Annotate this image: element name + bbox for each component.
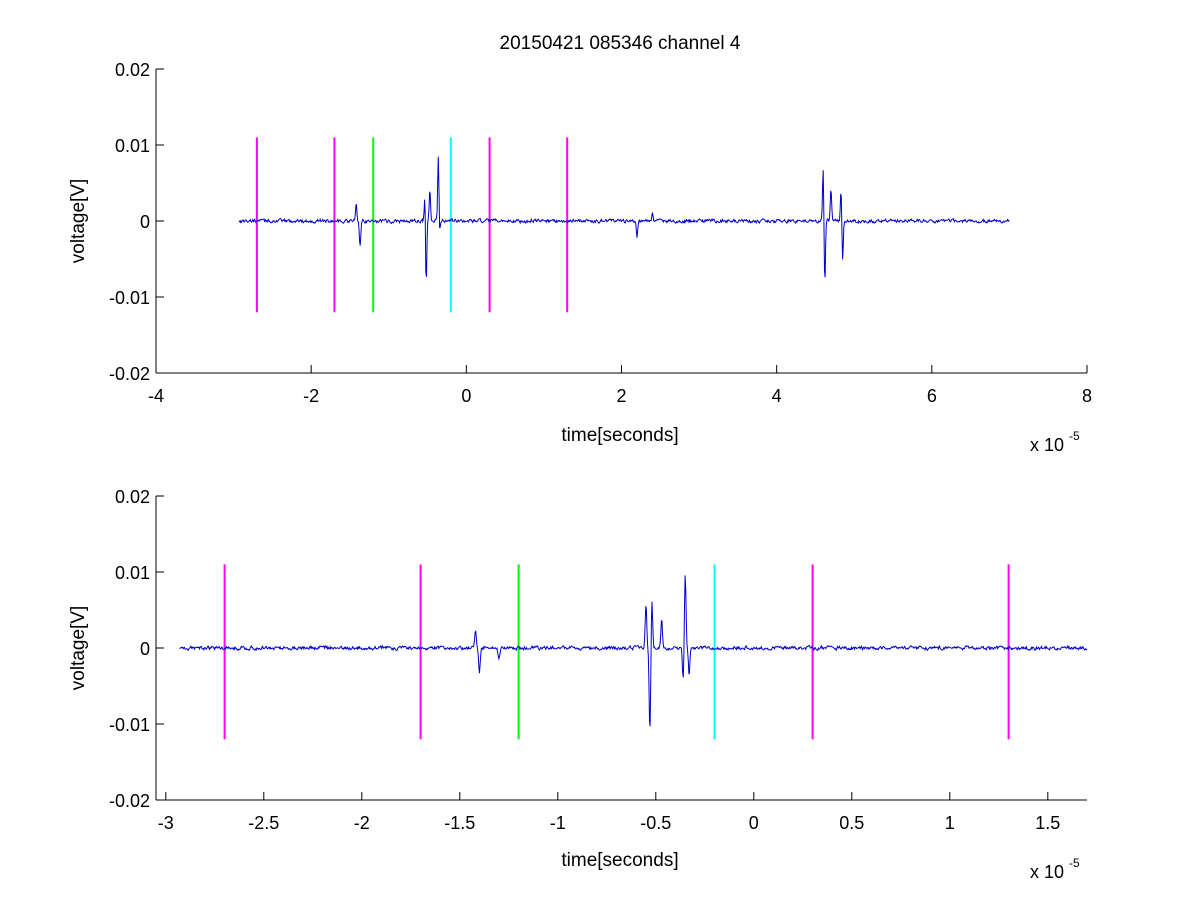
x-axis-label: time[seconds] (561, 425, 678, 446)
y-tick-label: 0 (140, 639, 150, 659)
x-tick-label: 2 (616, 386, 626, 406)
bottom-chart: -3 -2.5 -2 -1.5 -1 -0.5 0 0.5 1 1.5 -0.02 -0.01 0 0.0… (68, 487, 1088, 882)
signal-trace (238, 156, 1010, 278)
ticks: -3 -2.5 -2 -1.5 -1 -0.5 0 0.5 1 1.5 -0.02 -0.01 0 0.0… (109, 487, 1087, 833)
chart-title: 20150421 085346 channel 4 (500, 33, 741, 54)
signal-series (238, 156, 1010, 278)
y-tick-label: 0.02 (115, 487, 150, 507)
x-multiplier-exponent: -5 (1069, 856, 1080, 870)
x-tick-label: 1 (945, 813, 955, 833)
y-tick-label: 0 (140, 212, 150, 232)
x-tick-label: -2 (354, 813, 370, 833)
x-multiplier: x 10 -5 (1030, 429, 1080, 455)
x-multiplier-exponent: -5 (1069, 429, 1080, 443)
top-chart: 20150421 085346 channel 4 -4 -2 0 2 4 6 8 -0.02… (68, 33, 1092, 455)
signal-series (179, 575, 1088, 727)
x-tick-label: 6 (927, 386, 937, 406)
x-tick-label: 0 (749, 813, 759, 833)
signal-trace (179, 575, 1088, 727)
y-tick-label: 0.01 (115, 136, 150, 156)
x-tick-label: -2.5 (248, 813, 279, 833)
x-tick-label: -2 (303, 386, 319, 406)
x-multiplier-base: x 10 (1030, 862, 1064, 882)
y-tick-label: -0.01 (109, 288, 150, 308)
x-multiplier-base: x 10 (1030, 435, 1064, 455)
x-tick-label: 0 (461, 386, 471, 406)
x-tick-label: 0.5 (839, 813, 864, 833)
marker-lines (255, 137, 569, 313)
x-tick-label: -1.5 (444, 813, 475, 833)
y-axis-label: voltage[V] (68, 606, 89, 691)
y-tick-label: -0.02 (109, 364, 150, 384)
y-tick-label: -0.01 (109, 715, 150, 735)
x-tick-label: 4 (772, 386, 782, 406)
y-axis-label: voltage[V] (68, 179, 89, 264)
y-tick-label: 0.01 (115, 563, 150, 583)
x-axis-label: time[seconds] (561, 850, 678, 871)
x-multiplier: x 10 -5 (1030, 856, 1080, 882)
x-tick-label: -0.5 (640, 813, 671, 833)
x-tick-label: 8 (1082, 386, 1092, 406)
x-tick-label: -4 (148, 386, 164, 406)
x-tick-label: 1.5 (1035, 813, 1060, 833)
y-tick-label: -0.02 (109, 791, 150, 811)
x-tick-label: -1 (550, 813, 566, 833)
y-tick-label: 0.02 (115, 60, 150, 80)
marker-lines (223, 564, 1010, 740)
x-tick-label: -3 (158, 813, 174, 833)
ticks: -4 -2 0 2 4 6 8 -0.02 -0.01 0 0.01 0.02 (109, 60, 1092, 406)
